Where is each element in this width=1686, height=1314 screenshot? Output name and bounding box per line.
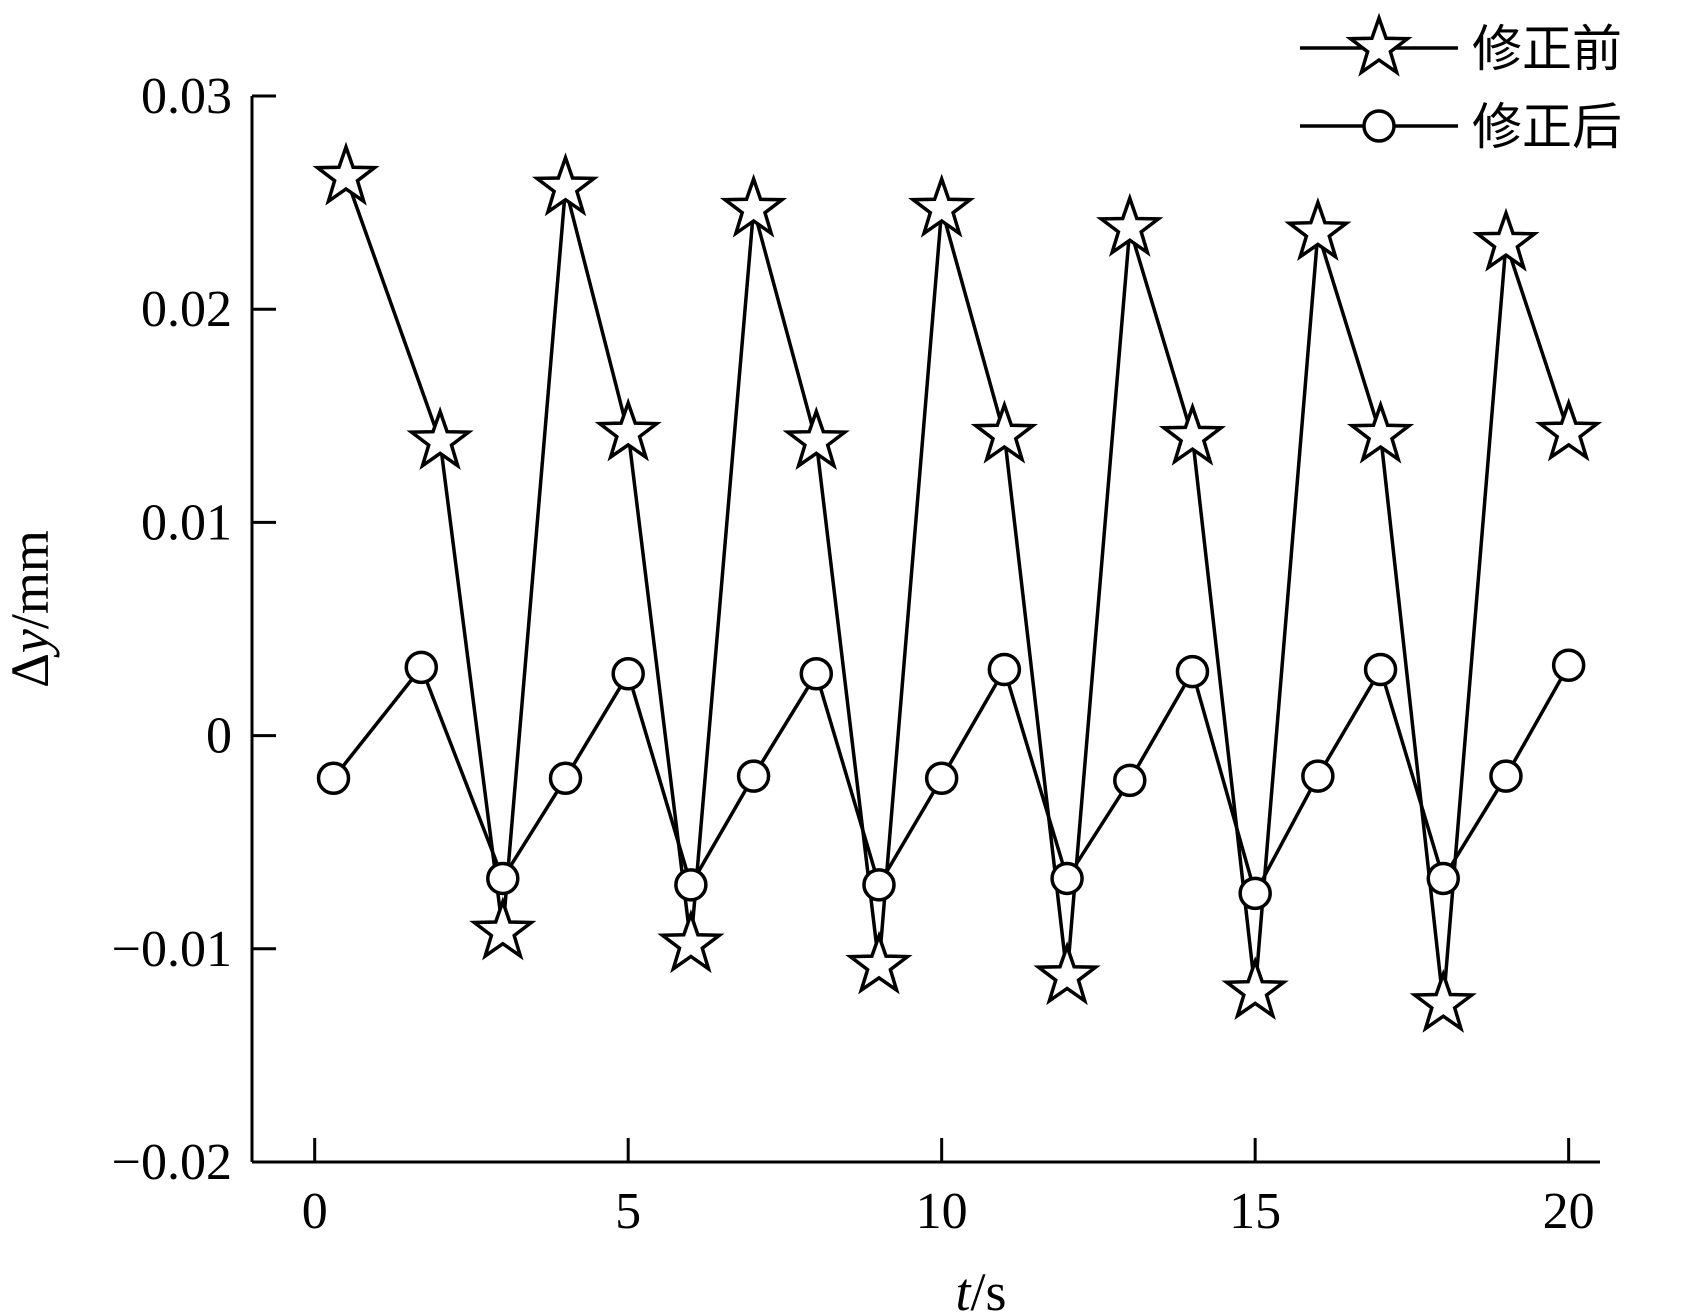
series-2-point — [611, 657, 645, 691]
series-1-point — [594, 397, 662, 462]
y-tick-label: −0.01 — [112, 921, 232, 978]
legend-marker-circle — [1362, 109, 1396, 143]
series-2-point — [1426, 861, 1461, 896]
series-2 — [316, 648, 1586, 911]
series-2-point — [1050, 861, 1084, 896]
series-2-point — [736, 759, 771, 793]
series-2-point — [862, 868, 896, 902]
series-2-point — [486, 861, 520, 896]
series-1-point — [469, 896, 537, 961]
x-tick-label: 0 — [302, 1183, 328, 1240]
x-tick-label: 20 — [1543, 1183, 1595, 1240]
series-2-line — [332, 663, 1571, 899]
series-1-point — [657, 909, 725, 974]
series-1-point — [719, 173, 788, 238]
y-axis-title: Δy/mm — [0, 530, 60, 688]
axes: −0.02 −0.01 0 0.01 0.02 0.03 0 5 10 15 20 t/s Δy/mm — [0, 68, 1600, 1314]
series-1-point — [1221, 956, 1289, 1021]
series-2-point — [1238, 876, 1272, 911]
series-1-point — [845, 930, 913, 995]
x-tick-label: 10 — [916, 1183, 968, 1240]
series-2-point — [987, 652, 1022, 687]
legend-label: 修正后 — [1472, 98, 1622, 156]
y-tick-label: 0.03 — [141, 68, 232, 125]
series-2-point — [674, 868, 708, 902]
legend-label: 修正前 — [1472, 20, 1622, 78]
series-1-point — [1284, 197, 1352, 262]
series-1-point — [1096, 192, 1164, 257]
y-tick-label: 0.01 — [141, 494, 232, 551]
series-1-point — [1346, 399, 1415, 464]
series-2-point — [1363, 652, 1398, 687]
series-1-line — [344, 176, 1571, 1005]
series-2-point — [1551, 648, 1586, 682]
series-1-point — [782, 406, 850, 471]
series-1-point — [406, 406, 474, 471]
series-1-point — [1409, 968, 1477, 1033]
x-tick-label: 15 — [1229, 1183, 1281, 1240]
series-1-point — [1535, 397, 1603, 462]
series-1-point — [1472, 207, 1540, 272]
series-layer — [312, 141, 1603, 1033]
x-tick-label: 5 — [615, 1183, 641, 1240]
series-2-point — [799, 657, 834, 691]
series-1-point — [312, 141, 380, 206]
series-2-point — [1113, 763, 1147, 798]
x-axis-title: t/s — [955, 1262, 1006, 1314]
series-1-point — [970, 399, 1038, 464]
series-2-point — [548, 761, 583, 795]
y-tick-label: −0.02 — [112, 1134, 232, 1191]
series-2-point — [924, 761, 959, 795]
series-1 — [312, 141, 1603, 1033]
series-1-point — [908, 173, 976, 238]
series-2-point — [1301, 759, 1335, 793]
legend-marker-star — [1345, 12, 1413, 77]
series-1-point — [531, 152, 600, 217]
series-2-point — [316, 761, 351, 795]
series-1-point — [1033, 941, 1101, 1006]
y-tick-label: 0 — [206, 708, 232, 765]
series-1-point — [1158, 401, 1227, 466]
series-2-point — [1175, 654, 1210, 689]
series-2-point — [404, 650, 439, 685]
y-tick-label: 0.02 — [141, 281, 232, 338]
series-2-point — [1489, 759, 1523, 793]
